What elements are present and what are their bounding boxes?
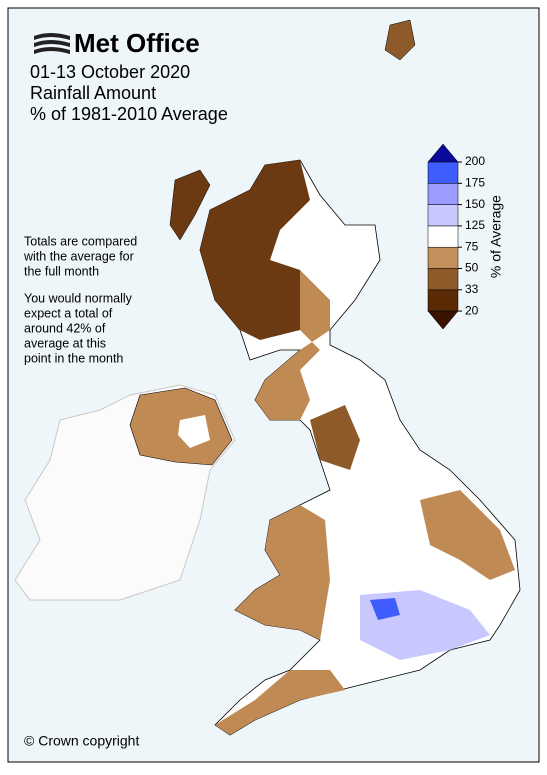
logo-text: Met Office [74,28,200,58]
colorbar-over [427,143,459,163]
thames-wet [370,598,400,620]
highlands-dry [200,160,320,340]
note-line: Totals are compared [24,234,137,248]
note-line: You would normally [24,291,133,305]
lough-neagh-area [178,415,210,448]
colorbar-segment [427,268,459,291]
colorbar-tick-label: 20 [465,303,479,317]
colorbar-segment [427,289,459,312]
colorbar-segment [427,225,459,248]
southern-scotland-dry [255,270,330,420]
south-west-dry [215,670,345,735]
colorbar-under [427,310,459,330]
colorbar-segment [427,246,459,269]
note-line: with the average for [23,249,134,263]
title-line: % of 1981-2010 Average [30,104,228,124]
colorbar-segment [427,204,459,227]
title-line: Rainfall Amount [30,83,156,103]
east-anglia-dry [420,490,515,580]
colorbar-tick-label: 33 [465,282,479,296]
colorbar-label: % of Average [488,195,504,278]
logo-icon [34,33,70,54]
wales-dry [235,505,330,640]
colorbar-tick-label: 125 [465,218,485,232]
colorbar-tick-label: 75 [465,239,479,253]
colorbar-tick-label: 50 [465,261,479,275]
shetland [384,19,416,61]
colorbar-tick-label: 150 [465,197,485,211]
north-england-dry [310,405,360,470]
note-line: the full month [24,264,99,278]
note-line: expect a total of [24,306,113,320]
copyright: © Crown copyright [24,733,139,749]
hebrides [169,169,211,241]
colorbar-segment [427,161,459,184]
title-line: 01-13 October 2020 [30,62,190,82]
note-line: average at this [24,336,106,350]
note-line: around 42% of [24,321,106,335]
colorbar-tick-label: 200 [465,154,485,168]
colorbar-segment [427,183,459,205]
note-line: point in the month [24,351,123,365]
colorbar-tick-label: 175 [465,175,485,189]
